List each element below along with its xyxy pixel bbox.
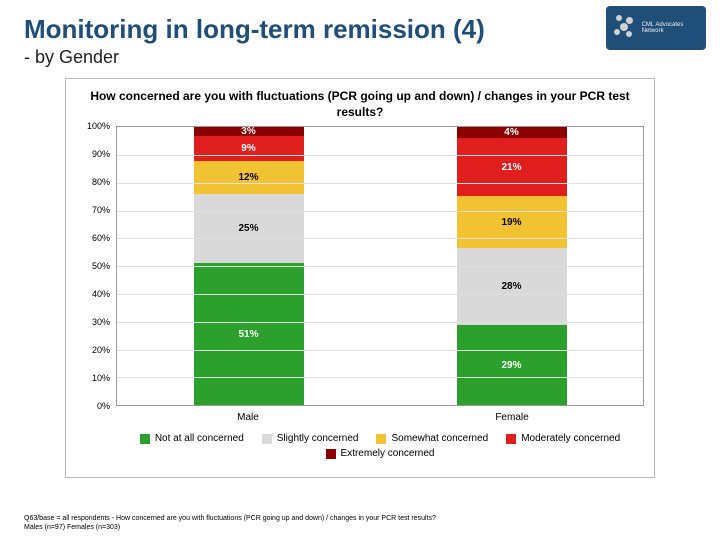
y-tick-label: 80%: [92, 177, 110, 187]
segment-extremely: 3%: [194, 127, 304, 135]
segment-extremely: 4%: [457, 127, 567, 138]
plot-row: 0%10%20%30%40%50%60%70%80%90%100% 51%25%…: [76, 126, 644, 406]
y-tick-label: 30%: [92, 317, 110, 327]
grid-line: [117, 238, 643, 239]
y-tick-label: 0%: [97, 401, 110, 411]
legend-item-somewhat: Somewhat concerned: [376, 433, 488, 444]
y-tick-label: 60%: [92, 233, 110, 243]
grid-line: [117, 155, 643, 156]
grid-line: [117, 377, 643, 378]
y-tick-label: 70%: [92, 205, 110, 215]
segment-somewhat: 19%: [457, 196, 567, 248]
segment-not_at_all: 29%: [457, 325, 567, 405]
legend: Not at all concerned Slightly concerned So…: [116, 433, 644, 459]
segment-moderately: 21%: [457, 138, 567, 196]
grid-line: [117, 211, 643, 212]
x-axis: Male Female: [116, 412, 644, 423]
legend-swatch: [140, 434, 150, 444]
chart-title: How concerned are you with fluctuations …: [88, 89, 632, 120]
segment-not_at_all: 51%: [194, 263, 304, 405]
legend-label: Slightly concerned: [277, 433, 359, 444]
footnote-line2: Males (n=97) Females (n=303): [24, 524, 696, 532]
y-tick-label: 20%: [92, 345, 110, 355]
page-title: Monitoring in long-term remission (4): [24, 14, 696, 45]
footnote-line1: Q63/base = all respondents - How concern…: [24, 515, 696, 523]
legend-swatch: [326, 449, 336, 459]
footnote: Q63/base = all respondents - How concern…: [24, 515, 696, 532]
chart-panel: How concerned are you with fluctuations …: [65, 78, 655, 478]
brand-logo-text: CML Advocates Network: [642, 22, 706, 34]
legend-swatch: [506, 434, 516, 444]
segment-slightly: 28%: [457, 248, 567, 325]
legend-item-not_at_all: Not at all concerned: [140, 433, 244, 444]
legend-label: Moderately concerned: [521, 433, 620, 444]
x-label: Female: [457, 412, 567, 423]
y-tick-label: 100%: [87, 121, 110, 131]
grid-line: [117, 322, 643, 323]
y-tick-label: 10%: [92, 373, 110, 383]
segment-somewhat: 12%: [194, 161, 304, 194]
legend-label: Somewhat concerned: [391, 433, 488, 444]
y-tick-label: 90%: [92, 149, 110, 159]
y-tick-label: 50%: [92, 261, 110, 271]
brand-logo: CML Advocates Network: [606, 6, 706, 50]
bubbles-icon: [612, 15, 638, 41]
plot-area: 51%25%12%9%3% 29%28%19%21%4%: [116, 126, 644, 406]
legend-swatch: [376, 434, 386, 444]
segment-slightly: 25%: [194, 194, 304, 264]
legend-swatch: [262, 434, 272, 444]
x-label: Male: [193, 412, 303, 423]
legend-item-extremely: Extremely concerned: [326, 448, 435, 459]
legend-label: Extremely concerned: [341, 448, 435, 459]
segment-moderately: 9%: [194, 136, 304, 161]
page-subtitle: - by Gender: [24, 47, 696, 68]
y-axis: 0%10%20%30%40%50%60%70%80%90%100%: [76, 126, 116, 406]
grid-line: [117, 294, 643, 295]
slide: CML Advocates Network Monitoring in long…: [0, 0, 720, 540]
grid-line: [117, 183, 643, 184]
legend-label: Not at all concerned: [155, 433, 244, 444]
grid-line: [117, 350, 643, 351]
grid-line: [117, 266, 643, 267]
legend-item-moderately: Moderately concerned: [506, 433, 620, 444]
y-tick-label: 40%: [92, 289, 110, 299]
legend-item-slightly: Slightly concerned: [262, 433, 359, 444]
